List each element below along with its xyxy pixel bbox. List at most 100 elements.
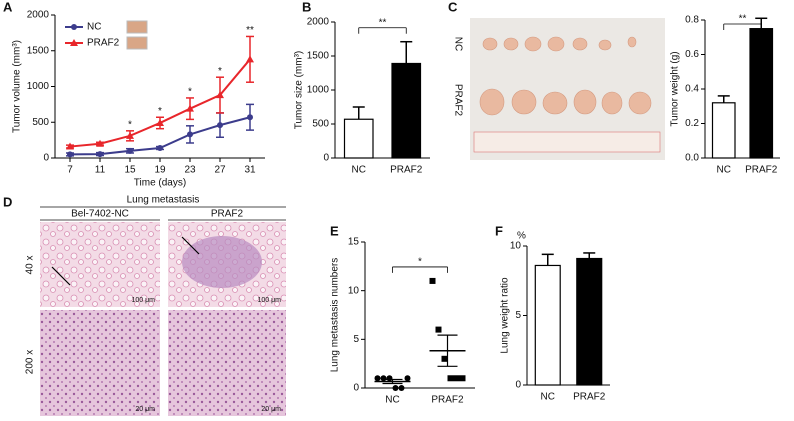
ruler [473,131,661,153]
marker [247,114,253,121]
marker [217,122,223,129]
x-tick-label: 15 [124,165,136,176]
y-tick-label: 0 [353,383,359,394]
y-axis-label: Lung weight ratio [500,277,511,354]
marker [70,39,78,46]
y-unit: % [517,231,526,242]
x-tick-label: 27 [214,165,226,176]
y-tick-label: 500 [32,117,49,128]
x-tick-label: PRAF2 [745,165,778,176]
photo-row-label: PRAF2 [452,84,463,117]
x-tick-label: 7 [67,165,73,176]
marker [398,385,405,391]
marker [374,375,381,382]
x-tick-label: NC [717,165,731,176]
histology-row: 40 x [25,256,36,275]
marker [435,326,442,333]
scale-bar: 20 μm [135,406,155,413]
y-tick-label: 1000 [307,85,330,96]
tumors [479,36,652,116]
marker [157,144,163,151]
marker [67,151,73,158]
y-tick-label: 1500 [307,51,330,62]
panel-letter: D [3,194,12,209]
marker [246,55,254,63]
marker [127,147,133,154]
bar [749,28,774,159]
bar [391,62,422,159]
marker [187,131,193,138]
x-tick-label: NC [352,165,366,176]
y-tick-label: 0.4 [685,84,699,95]
metastasis-region [182,236,262,288]
scale-bar: 100 μm [132,297,156,304]
y-tick-label: 1000 [27,81,50,92]
bar [343,118,374,159]
y-axis-label: Tumor weight (g) [670,51,681,126]
x-tick-label: NC [385,395,399,406]
marker [96,139,104,147]
y-tick-label: 0.6 [685,49,699,60]
annotation: * [158,106,162,117]
annotation: * [188,87,192,98]
y-tick-label: 0 [323,153,329,164]
histology-row: 200 x [25,350,36,374]
y-tick-label: 0 [43,153,49,164]
y-axis-label: Tumor volume (mm³) [12,40,23,133]
photo-row-label: NC [452,37,463,51]
marker [186,104,194,112]
bar [534,264,561,386]
significance: * [418,257,422,268]
histology-image [40,310,160,416]
legend-image [126,36,148,50]
significance: ** [739,14,747,25]
histology-column: PRAF2 [211,209,244,220]
histology-column: Bel-7402-NC [71,209,129,220]
x-tick-label: 19 [154,165,166,176]
arrow [51,266,71,286]
scale-bar: 20 μm [261,406,281,413]
y-tick-label: 500 [312,119,329,130]
y-tick-label: 5 [353,334,359,345]
y-tick-label: 0 [515,380,521,391]
y-tick-label: 10 [510,241,522,252]
y-tick-label: 5 [515,310,521,321]
marker [66,142,74,150]
marker [441,355,448,362]
histology-title: Lung metastasis [127,195,200,206]
y-axis-label: Tumor size (mm³) [294,51,305,130]
bar [711,102,736,159]
y-tick-label: 0.2 [685,118,699,129]
marker [216,91,224,99]
significance: ** [379,17,387,28]
legend-image [126,20,148,34]
panel-letter: C [448,0,458,14]
series-line [69,58,251,148]
marker [97,151,103,158]
y-tick-label: 2000 [27,10,50,21]
marker [459,375,466,382]
marker [156,118,164,126]
panel-letter: E [330,223,339,238]
histology-image [168,310,286,416]
marker [392,385,399,391]
marker [447,375,454,382]
x-tick-label: NC [541,392,555,403]
marker [386,375,393,382]
y-tick-label: 10 [348,285,360,296]
bar [576,257,603,386]
annotation: * [218,66,222,77]
x-tick-label: PRAF2 [390,165,423,176]
marker [429,277,436,284]
panel-letter: B [302,0,311,14]
marker [380,375,387,382]
marker [126,131,134,139]
y-tick-label: 0.0 [685,153,699,164]
y-tick-label: 1500 [27,45,50,56]
legend-label: PRAF2 [87,38,120,49]
x-tick-label: 31 [244,165,256,176]
y-axis-label: Lung metastasis numbers [330,258,341,373]
y-tick-label: 2000 [307,17,330,28]
panel-letter: A [3,0,13,14]
